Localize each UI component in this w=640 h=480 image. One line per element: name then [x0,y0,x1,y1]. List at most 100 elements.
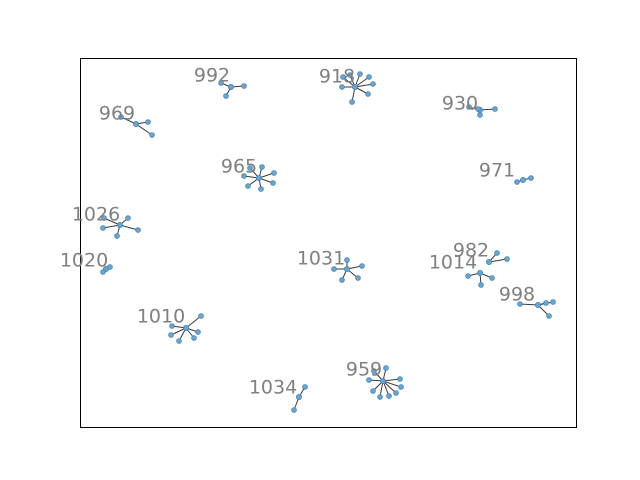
node-1014-3 [478,282,484,288]
node-959-6 [386,393,392,399]
node-1010-5 [176,338,182,344]
node-959-7 [377,394,383,400]
node-959-8 [370,388,376,394]
node-959-3 [397,376,403,382]
node-label-918: 918 [319,66,355,88]
edge-1026-2 [119,224,139,231]
node-1026-3 [135,227,141,233]
node-1031-3 [355,275,361,281]
node-label-1020: 1020 [60,250,108,272]
node-1031-1 [344,257,350,263]
node-1026-5 [100,225,106,231]
hub-node-959 [379,377,386,384]
node-1026-1 [101,215,107,221]
node-label-959: 959 [346,359,382,381]
node-label-992: 992 [194,65,230,87]
hub-node-982 [485,258,492,265]
node-998-3 [550,299,556,305]
hub-node-1010 [182,324,189,331]
node-992-3 [223,93,229,99]
node-918-1 [340,74,346,80]
node-918-5 [370,81,376,87]
node-label-969: 969 [99,103,135,125]
node-965-1 [247,165,253,171]
edge-1010-1 [185,315,202,329]
hub-node-1034 [295,393,302,400]
node-1010-3 [195,329,201,335]
node-965-3 [271,170,277,176]
node-918-4 [366,74,372,80]
node-1031-4 [339,277,345,283]
edge-969-2 [135,123,153,136]
node-1010-2 [198,313,204,319]
node-label-1026: 1026 [72,204,120,226]
node-971-2 [528,175,534,181]
hub-node-998 [535,301,542,308]
hub-node-992 [227,84,234,91]
node-label-1034: 1034 [249,377,297,399]
node-label-998: 998 [499,284,535,306]
hub-node-918 [351,84,358,91]
node-969-3 [149,132,155,138]
node-965-4 [270,180,276,186]
node-982-2 [504,256,510,262]
node-918-8 [339,84,345,90]
node-918-3 [357,71,363,77]
edge-998-0 [519,303,539,306]
node-1010-6 [168,332,174,338]
node-959-5 [393,390,399,396]
node-930-4 [475,106,481,112]
node-1031-2 [359,263,365,269]
node-965-2 [259,164,265,170]
node-959-1 [371,368,377,374]
edge-959-3 [382,380,402,388]
node-1026-2 [125,215,131,221]
node-930-2 [477,112,483,118]
node-1014-2 [489,275,495,281]
node-1026-4 [114,233,120,239]
node-1031-5 [331,266,337,272]
node-label-965: 965 [221,156,257,178]
node-1020-2 [107,264,113,270]
plot-frame [80,58,577,428]
hub-node-1026 [117,221,124,228]
node-label-1010: 1010 [137,306,185,328]
node-965-5 [258,186,264,192]
node-959-4 [398,384,404,390]
node-1020-1 [100,269,106,275]
node-971-1 [514,179,520,185]
edge-918-4 [354,83,374,88]
node-992-1 [218,80,224,86]
node-992-2 [241,83,247,89]
node-1014-1 [465,273,471,279]
node-965-7 [241,173,247,179]
node-1034-1 [302,384,308,390]
node-930-3 [492,106,498,112]
node-1010-4 [191,335,197,341]
node-998-1 [517,301,523,307]
hub-node-965 [255,174,262,181]
hub-node-971 [520,176,527,183]
node-918-7 [349,99,355,105]
node-982-1 [494,250,500,256]
nodes-layer [100,71,556,413]
node-1034-2 [291,407,297,413]
node-label-1014: 1014 [429,252,477,274]
node-959-2 [383,365,389,371]
hub-node-969 [132,121,139,128]
node-969-1 [118,114,124,120]
node-label-930: 930 [442,93,478,115]
node-998-2 [543,300,549,306]
node-930-1 [466,104,472,110]
node-918-2 [347,72,353,78]
node-label-971: 971 [479,160,515,182]
node-label-982: 982 [453,240,489,262]
edge-982-1 [488,258,508,263]
node-998-4 [546,313,552,319]
hub-node-1014 [476,269,483,276]
node-969-2 [145,119,151,125]
node-959-9 [366,377,372,383]
node-918-6 [365,91,371,97]
